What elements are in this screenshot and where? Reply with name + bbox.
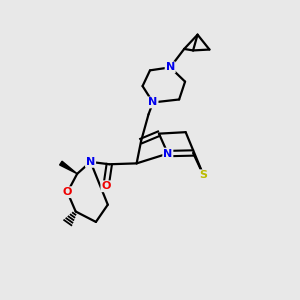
Polygon shape — [60, 161, 77, 174]
Text: S: S — [200, 170, 208, 180]
Text: N: N — [163, 148, 172, 159]
Text: O: O — [63, 187, 72, 197]
Text: N: N — [86, 157, 95, 167]
Text: O: O — [101, 181, 111, 191]
Text: N: N — [148, 98, 158, 107]
Text: N: N — [166, 62, 175, 72]
